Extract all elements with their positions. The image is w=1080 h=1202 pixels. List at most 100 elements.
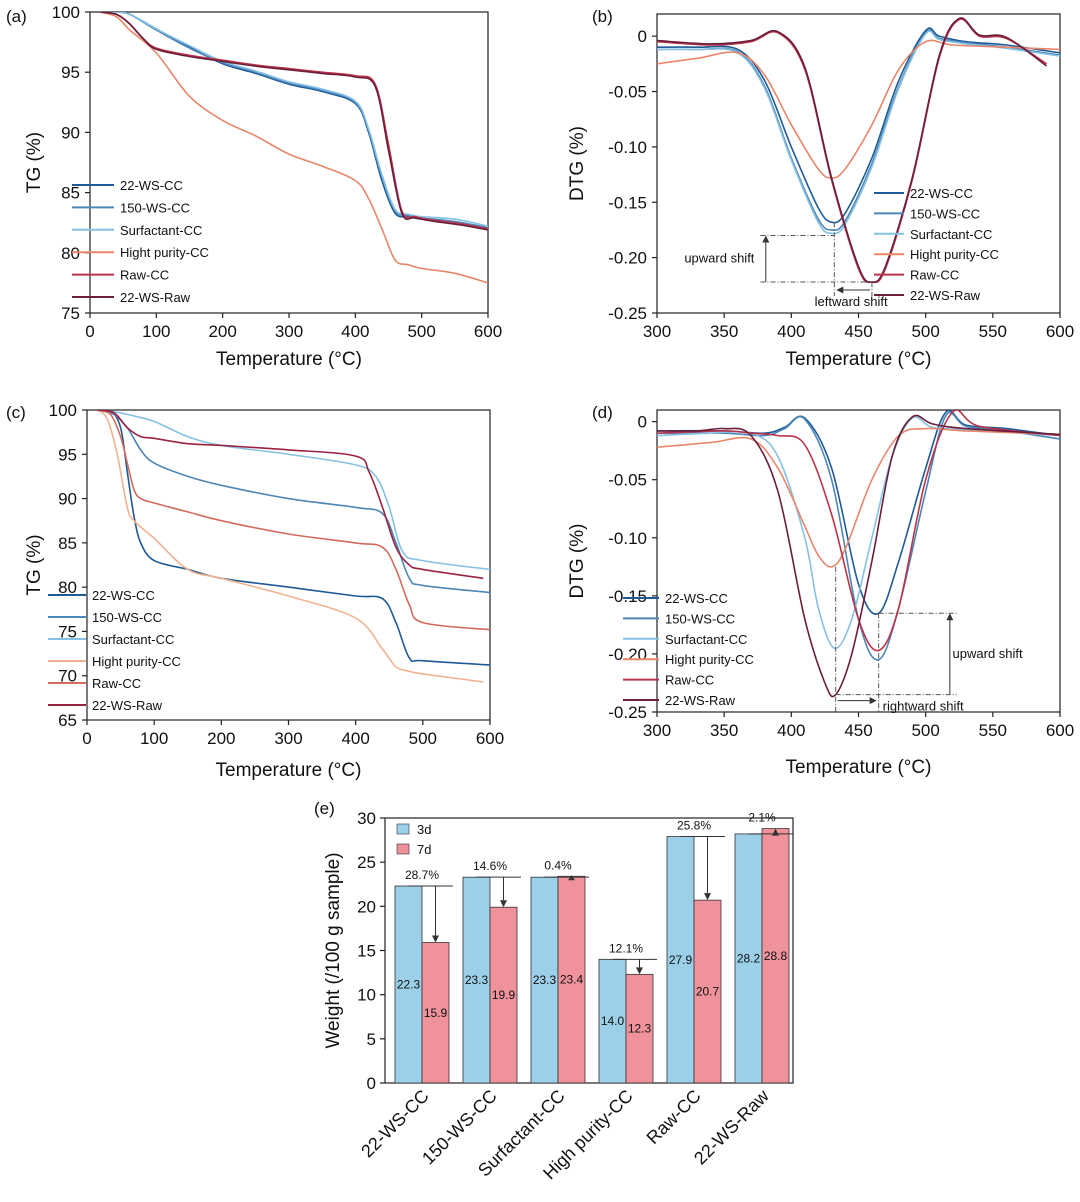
legend-entry: 22-WS-CC [120, 178, 183, 193]
x-tick-label: 600 [1046, 721, 1074, 740]
y-tick-label: -0.10 [608, 529, 647, 548]
y-tick-label: 90 [61, 123, 80, 142]
series-line-22-ws-raw [99, 12, 488, 231]
x-tick-label: 400 [341, 322, 369, 341]
legend-entry: Raw-CC [665, 673, 714, 688]
y-tick-label: -0.10 [608, 138, 647, 157]
x-tick-label: 400 [341, 729, 369, 748]
x-tick-label: 500 [911, 322, 939, 341]
y-axis-label: DTG (%) [567, 126, 588, 201]
x-tick-label: 100 [142, 322, 170, 341]
legend-entry: Raw-CC [92, 676, 141, 691]
upward-shift-label: upward shift [953, 646, 1023, 661]
x-tick-label: 300 [275, 322, 303, 341]
series-line-hight-purity-cc [657, 427, 1060, 568]
y-tick-label: -0.20 [608, 645, 647, 664]
series-line-surfactant-cc [97, 410, 490, 571]
panel-d: 300 350 400 450 500 550 600 -0.25 -0.20 -0.15 -0.1… [567, 403, 1074, 778]
panel-label: (a) [6, 7, 27, 26]
y-tick-label: 75 [58, 622, 77, 641]
x-tick-label: 600 [476, 729, 504, 748]
legend-entry: 3d [417, 822, 431, 837]
y-tick-label: -0.05 [608, 471, 647, 490]
y-tick-label: 90 [58, 490, 77, 509]
upward-shift-label: upward shift [684, 251, 754, 266]
series-line-surfactant-cc [100, 12, 488, 228]
series-line-raw-cc [657, 18, 1048, 284]
x-tick-label: 600 [474, 322, 502, 341]
bar-value-label: 23.3 [465, 973, 489, 987]
series-line-hight-purity-cc [96, 410, 484, 683]
series-line-150-ws-cc [100, 12, 488, 229]
x-tick-label: 500 [911, 721, 939, 740]
legend-entry: Hight purity-CC [120, 245, 209, 260]
y-tick-label: 95 [58, 445, 77, 464]
x-axis-label: Temperature (°C) [786, 349, 932, 370]
legend-entry: Raw-CC [910, 268, 959, 283]
legend-entry: 22-WS-Raw [92, 698, 163, 713]
legend-swatch [396, 843, 410, 855]
legend-entry: 22-WS-Raw [910, 288, 981, 303]
legend-entry: 150-WS-CC [120, 200, 190, 215]
x-tick-label: 0 [85, 322, 94, 341]
y-tick-label: 65 [58, 711, 77, 730]
legend-entry: 22-WS-Raw [665, 693, 736, 708]
bar-3d [666, 836, 695, 1084]
x-tick-label: 300 [274, 729, 302, 748]
legend-entry: 150-WS-CC [910, 206, 980, 221]
arrow-head [636, 967, 643, 975]
series-line-raw-cc [99, 12, 488, 230]
plot-frame [86, 409, 491, 721]
y-axis-label: TG (%) [24, 132, 45, 193]
legend-entry: Hight purity-CC [92, 654, 181, 669]
panel-b: 300 350 400 450 500 550 600 -0.25 -0.20 -0.15 -0.1… [567, 7, 1074, 370]
y-tick-label: 80 [61, 244, 80, 263]
x-tick-label: 200 [208, 322, 236, 341]
change-percent: 2.1% [748, 811, 776, 825]
legend-entry: 22-WS-Raw [120, 290, 191, 305]
x-tick-label: 100 [140, 729, 168, 748]
bar-value-label: 23.4 [560, 973, 584, 987]
series-line-22-ws-cc [97, 410, 490, 666]
bar-value-label: 15.9 [424, 1006, 448, 1020]
arrow-head [836, 286, 844, 294]
y-tick-label: 95 [61, 63, 80, 82]
x-tick-label: 550 [979, 721, 1007, 740]
panel-label: (c) [6, 403, 26, 422]
x-tick-label: 350 [710, 721, 738, 740]
legend-entry: 150-WS-CC [665, 611, 735, 626]
legend-entry: Surfactant-CC [120, 223, 202, 238]
bar-value-label: 27.9 [669, 953, 693, 967]
arrow-head [704, 893, 711, 901]
x-tick-label: 450 [844, 721, 872, 740]
category-label: 22-WS-Raw [690, 1085, 773, 1168]
series-line-raw-cc [96, 410, 490, 631]
y-tick-label: -0.05 [608, 83, 647, 102]
y-tick-label: -0.15 [608, 587, 647, 606]
legend-entry: Surfactant-CC [665, 632, 747, 647]
change-percent: 12.1% [609, 941, 643, 955]
x-tick-label: 500 [407, 322, 435, 341]
y-tick-label: -0.25 [608, 703, 647, 722]
y-tick-label: 85 [58, 534, 77, 553]
y-tick-label: 10 [357, 986, 376, 1005]
y-tick-label: 25 [357, 853, 376, 872]
change-percent: 25.8% [677, 819, 711, 833]
legend-entry: Surfactant-CC [92, 632, 174, 647]
y-tick-label: 100 [49, 401, 77, 420]
panel-label: (d) [592, 403, 613, 422]
legend-entry: Raw-CC [120, 268, 169, 283]
arrow-head [432, 935, 439, 943]
series-line-surfactant-cc [657, 30, 1060, 235]
y-tick-label: 75 [61, 304, 80, 323]
arrow-head [500, 900, 507, 908]
arrow-head [772, 828, 779, 836]
y-tick-label: -0.25 [608, 304, 647, 323]
bar-7d [489, 906, 518, 1084]
x-tick-label: 300 [643, 721, 671, 740]
arrow-head [762, 235, 770, 243]
y-axis-label: Weight (/100 g sample) [323, 852, 344, 1048]
series-line-hight-purity-cc [99, 12, 488, 284]
y-tick-label: 30 [357, 809, 376, 828]
